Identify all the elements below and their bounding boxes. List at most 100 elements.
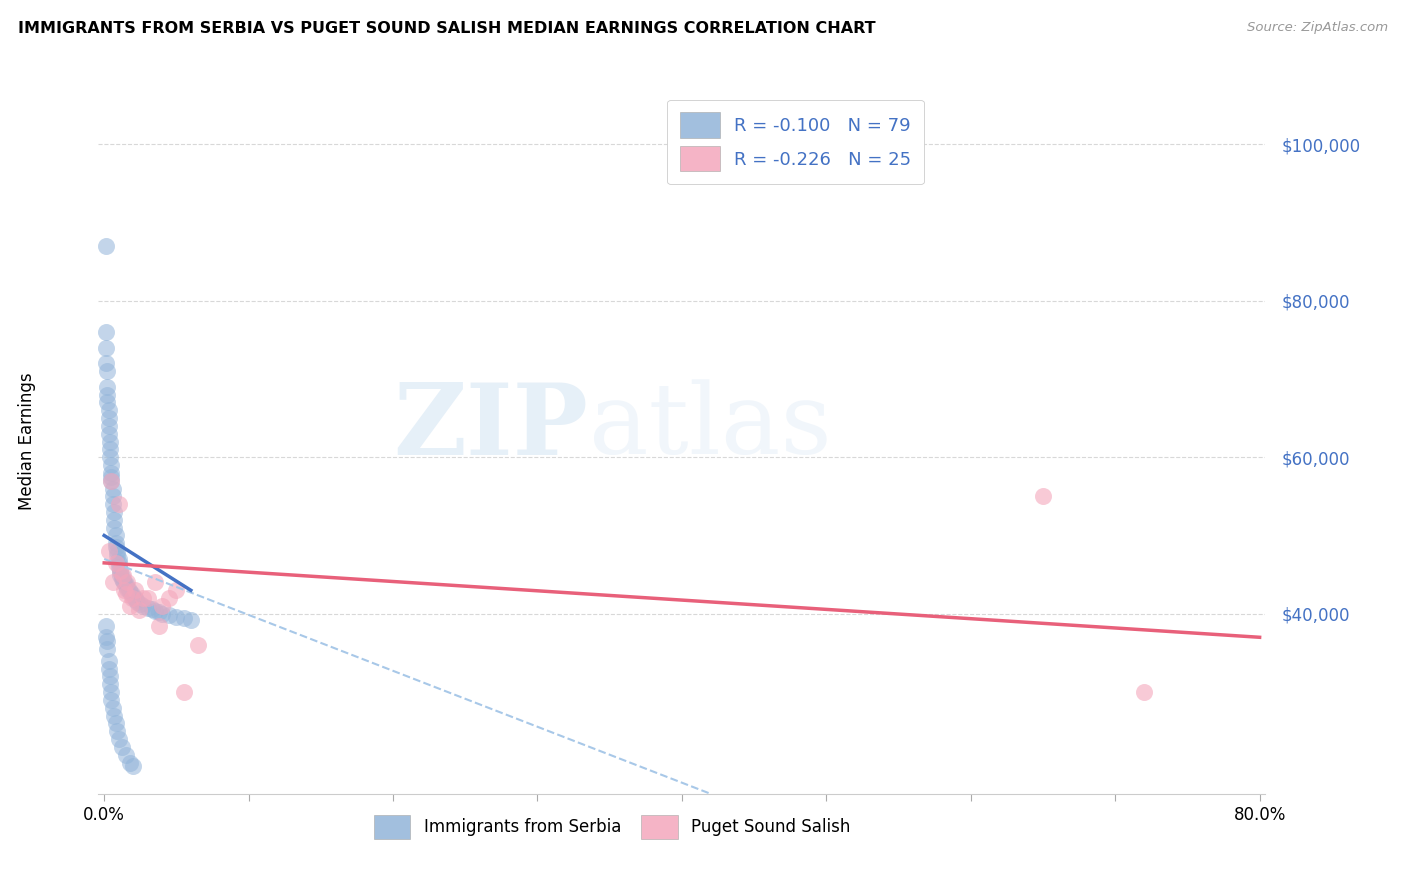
Point xyxy=(100,466,122,480)
Point xyxy=(101,700,124,714)
Point xyxy=(157,608,180,623)
Point xyxy=(100,474,122,488)
Y-axis label: Median Earnings: Median Earnings xyxy=(18,373,37,510)
Point xyxy=(103,521,125,535)
Point xyxy=(112,575,135,590)
Point xyxy=(150,607,173,621)
Point xyxy=(127,595,149,609)
Point xyxy=(96,387,118,401)
Point xyxy=(120,585,142,599)
Point xyxy=(124,583,146,598)
Point xyxy=(94,630,117,644)
Point xyxy=(148,618,170,632)
Point xyxy=(148,605,170,619)
Point xyxy=(103,505,125,519)
Point xyxy=(121,587,143,601)
Point xyxy=(97,544,120,558)
Point xyxy=(94,356,117,370)
Point xyxy=(136,600,159,615)
Point xyxy=(105,724,128,739)
Point xyxy=(103,708,125,723)
Point xyxy=(132,599,155,613)
Point xyxy=(128,603,150,617)
Point xyxy=(100,458,122,472)
Point xyxy=(97,411,120,425)
Point xyxy=(100,693,122,707)
Point xyxy=(1133,685,1156,699)
Point xyxy=(94,341,117,355)
Point xyxy=(104,528,127,542)
Point xyxy=(101,482,124,496)
Point xyxy=(136,591,159,606)
Point xyxy=(143,604,166,618)
Text: Source: ZipAtlas.com: Source: ZipAtlas.com xyxy=(1247,21,1388,34)
Point xyxy=(104,536,127,550)
Point xyxy=(105,548,128,562)
Legend: Immigrants from Serbia, Puget Sound Salish: Immigrants from Serbia, Puget Sound Sali… xyxy=(367,808,856,846)
Point xyxy=(100,685,122,699)
Point xyxy=(105,544,128,558)
Point xyxy=(117,582,139,596)
Point xyxy=(97,426,120,441)
Point xyxy=(107,497,129,511)
Point xyxy=(101,489,124,503)
Point xyxy=(100,474,122,488)
Point xyxy=(124,591,146,606)
Point xyxy=(97,662,120,676)
Point xyxy=(103,513,125,527)
Point xyxy=(97,403,120,417)
Point xyxy=(150,599,173,613)
Point xyxy=(115,747,138,762)
Point xyxy=(94,325,117,339)
Point xyxy=(165,610,187,624)
Point xyxy=(98,450,121,465)
Point xyxy=(115,577,138,591)
Point xyxy=(117,575,139,590)
Point xyxy=(165,583,187,598)
Point xyxy=(97,654,120,668)
Point xyxy=(104,540,127,554)
Point xyxy=(180,613,202,627)
Point xyxy=(96,380,118,394)
Point xyxy=(157,591,180,606)
Point xyxy=(120,756,142,770)
Point xyxy=(98,434,121,449)
Point xyxy=(121,591,143,606)
Point xyxy=(107,552,129,566)
Point xyxy=(98,677,121,691)
Point xyxy=(110,569,132,583)
Point xyxy=(111,574,134,588)
Point xyxy=(107,732,129,747)
Point xyxy=(96,634,118,648)
Point xyxy=(94,618,117,632)
Point xyxy=(132,591,155,606)
Point xyxy=(122,759,145,773)
Point xyxy=(122,590,145,604)
Point xyxy=(101,575,124,590)
Text: IMMIGRANTS FROM SERBIA VS PUGET SOUND SALISH MEDIAN EARNINGS CORRELATION CHART: IMMIGRANTS FROM SERBIA VS PUGET SOUND SA… xyxy=(18,21,876,36)
Point xyxy=(110,739,132,754)
Point xyxy=(101,497,124,511)
Point xyxy=(96,364,118,378)
Point xyxy=(120,599,142,613)
Text: atlas: atlas xyxy=(589,380,831,475)
Point xyxy=(98,669,121,683)
Point xyxy=(173,685,195,699)
Point xyxy=(115,579,138,593)
Point xyxy=(107,559,129,574)
Point xyxy=(1032,489,1054,503)
Point xyxy=(104,556,127,570)
Point xyxy=(112,583,135,598)
Text: ZIP: ZIP xyxy=(394,379,589,476)
Point xyxy=(108,567,131,582)
Point xyxy=(173,611,195,625)
Point xyxy=(108,564,131,578)
Point xyxy=(110,572,132,586)
Point xyxy=(111,567,134,582)
Point xyxy=(94,239,117,253)
Point xyxy=(96,642,118,657)
Point xyxy=(97,418,120,433)
Point xyxy=(104,716,127,731)
Point xyxy=(108,564,131,578)
Point xyxy=(100,469,122,483)
